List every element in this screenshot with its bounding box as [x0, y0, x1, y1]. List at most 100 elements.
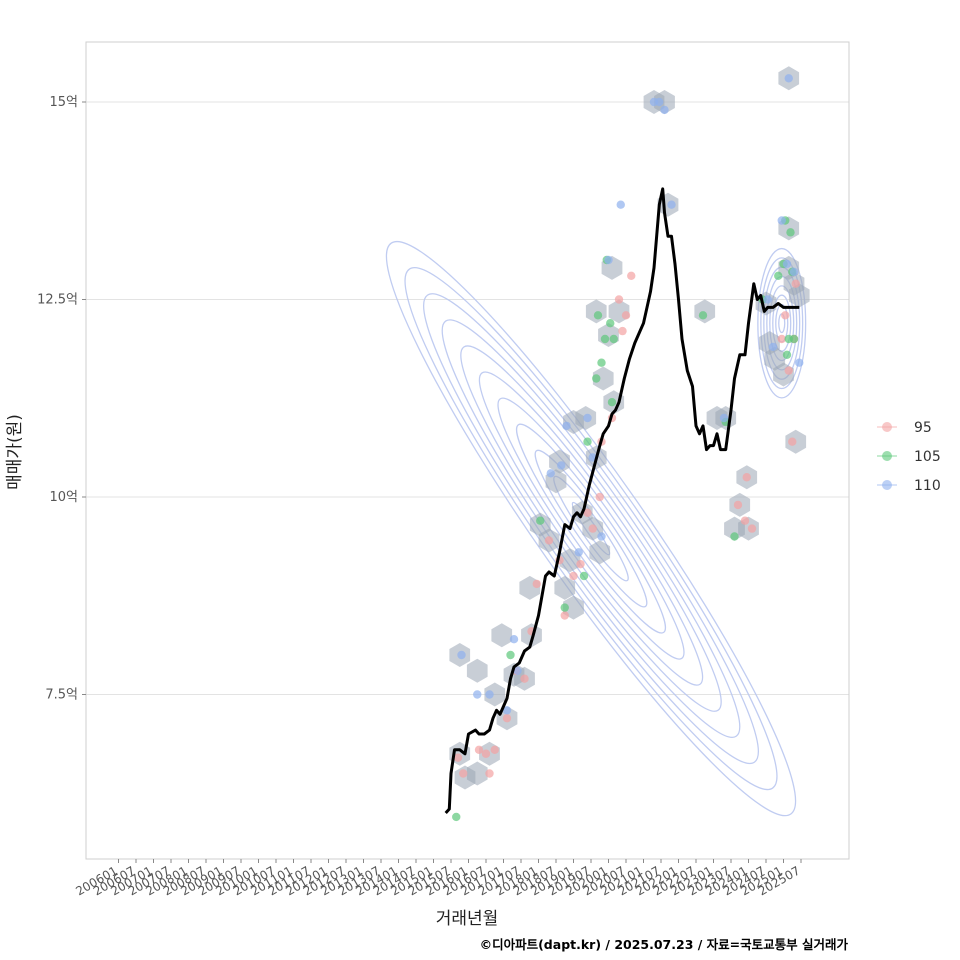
density-contour [534, 449, 648, 608]
data-point-105 [607, 398, 617, 407]
data-point-110 [789, 267, 799, 277]
data-point-95 [627, 271, 636, 280]
data-point-95 [784, 366, 793, 375]
data-point-105 [506, 650, 515, 660]
density-contour [404, 267, 778, 791]
hexbin-cell [484, 682, 506, 707]
data-point-95 [583, 508, 592, 517]
data-point-110 [557, 461, 566, 470]
data-point-95 [459, 769, 468, 778]
data-point-95 [595, 492, 604, 502]
hexbin-cell [491, 623, 513, 648]
density-contour [760, 257, 804, 390]
legend-key-marker [882, 451, 892, 461]
data-point-110 [777, 216, 786, 225]
y-tick-label: 12.5억 [37, 293, 78, 308]
data-point-110 [795, 358, 804, 367]
data-point-95 [560, 611, 569, 620]
data-point-105 [536, 516, 545, 525]
density-contour [478, 371, 704, 686]
data-point-95 [576, 559, 585, 569]
data-point-95 [588, 524, 597, 533]
gridlines [86, 101, 849, 695]
density-contour [497, 397, 685, 660]
data-point-95 [742, 473, 751, 482]
density-contour [385, 240, 797, 817]
data-point-110 [667, 200, 676, 209]
data-point-110 [457, 650, 466, 660]
density-contour [515, 423, 667, 634]
data-point-95 [781, 311, 790, 320]
trend-line [444, 187, 800, 815]
data-point-110 [502, 706, 512, 715]
data-point-105 [782, 350, 792, 359]
trend-line-group [444, 187, 800, 815]
data-point-110 [768, 342, 778, 352]
data-point-110 [473, 690, 482, 699]
data-point-110 [616, 200, 625, 209]
data-point-110 [583, 413, 592, 423]
data-point-105 [789, 334, 799, 344]
data-point-95 [621, 311, 631, 320]
data-point-95 [791, 279, 800, 288]
hexbin-cell [788, 283, 810, 308]
data-point-105 [592, 374, 601, 383]
y-axis-ticks: 7.5억 10억 12.5억 15억 [37, 95, 86, 703]
data-point-95 [788, 437, 797, 446]
data-point-95 [490, 745, 499, 754]
data-point-110 [782, 259, 792, 269]
data-point-110 [763, 295, 772, 304]
data-point-95 [544, 536, 554, 545]
data-point-95 [474, 745, 484, 754]
data-point-95 [485, 769, 494, 778]
data-point-95 [618, 326, 627, 336]
x-axis-label: 거래년월 [436, 909, 499, 929]
data-point-95 [733, 500, 743, 510]
data-point-110 [719, 413, 729, 423]
data-point-110 [597, 532, 606, 541]
data-point-110 [562, 421, 571, 431]
data-point-110 [784, 74, 793, 83]
hexbin-cell [589, 540, 611, 565]
data-point-110 [485, 690, 494, 699]
data-point-110 [604, 255, 613, 265]
x-axis-ticks: 2006012006072007012007072008012008072009… [73, 859, 803, 899]
data-point-105 [579, 571, 589, 581]
data-point-110 [513, 666, 522, 675]
data-point-95 [481, 749, 491, 758]
data-point-105 [730, 532, 739, 541]
y-tick-label: 15억 [49, 95, 78, 110]
caption: ©디아파트(dapt.kr) / 2025.07.23 / 자료=국토교통부 실… [479, 937, 848, 952]
y-tick-label: 7.5억 [45, 688, 78, 703]
y-tick-label: 10억 [49, 490, 78, 505]
data-point-105 [452, 812, 461, 822]
data-point-105 [606, 319, 615, 328]
data-point-105 [774, 271, 783, 280]
density-contour [422, 293, 760, 765]
data-point-105 [583, 437, 592, 446]
legend-label: 95 [914, 420, 932, 436]
data-point-110 [546, 469, 555, 478]
data-point-95 [520, 674, 529, 683]
data-point-95 [614, 295, 624, 304]
data-point-105 [609, 334, 618, 344]
data-point-95 [569, 571, 578, 581]
legend-key-marker [882, 422, 892, 432]
density-contour [460, 345, 722, 712]
legend-label: 105 [914, 449, 941, 465]
hexbin-cell [592, 366, 614, 391]
data-point-95 [453, 753, 463, 762]
data-point-110 [509, 635, 519, 644]
data-point-95 [777, 334, 786, 344]
hexbin-cell [654, 90, 675, 114]
panel-border [85, 41, 850, 860]
data-point-105 [597, 358, 606, 367]
data-point-105 [593, 311, 603, 320]
hexbin-cell [554, 575, 576, 600]
data-point-95 [502, 714, 512, 723]
scatter-points [452, 74, 804, 822]
legend-label: 110 [914, 478, 941, 494]
data-point-110 [660, 105, 669, 115]
legend: 95 105 110 [877, 420, 941, 494]
